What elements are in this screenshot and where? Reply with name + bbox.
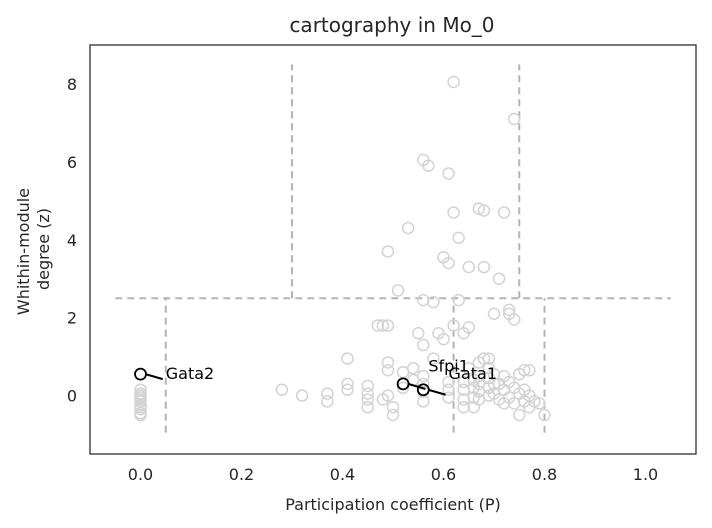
data-point <box>477 260 491 274</box>
data-point <box>462 362 475 375</box>
data-point <box>295 389 309 402</box>
data-point <box>462 321 475 334</box>
data-point <box>447 319 460 332</box>
x-tick-label: 0.2 <box>229 465 254 484</box>
y-axis-label-line2: degree (z) <box>34 208 53 290</box>
data-point <box>437 332 450 346</box>
highlight-leader-gata1 <box>428 388 446 396</box>
data-point <box>442 375 455 389</box>
data-point <box>417 293 430 307</box>
data-point <box>376 319 390 332</box>
data-point <box>442 383 455 396</box>
data-point <box>442 391 455 404</box>
data-point <box>533 397 546 410</box>
data-point <box>452 231 465 245</box>
data-point <box>371 319 385 332</box>
data-point <box>401 221 415 235</box>
data-point <box>391 284 405 297</box>
data-point <box>447 75 460 89</box>
chart-title: cartography in Mo_0 <box>289 13 494 37</box>
data-point <box>492 272 506 285</box>
data-point <box>386 401 400 414</box>
x-axis-label: Participation coefficient (P) <box>285 495 501 514</box>
data-point <box>406 362 420 375</box>
x-tick-label: 0.0 <box>128 465 153 484</box>
data-point <box>321 387 334 400</box>
y-tick-label: 4 <box>67 231 77 250</box>
x-tick-label: 0.6 <box>431 465 456 484</box>
data-point <box>442 167 455 180</box>
data-point <box>427 295 440 309</box>
data-point <box>361 379 374 393</box>
data-point <box>417 369 430 383</box>
data-point <box>518 364 531 377</box>
data-point <box>361 387 374 400</box>
data-point <box>381 245 395 258</box>
data-point <box>477 352 491 365</box>
y-tick-label: 0 <box>67 387 77 406</box>
data-point <box>381 319 395 332</box>
highlight-leader-sfpi1 <box>407 382 426 390</box>
data-point <box>396 365 410 379</box>
data-point <box>447 206 460 219</box>
data-point <box>422 159 435 173</box>
plot-frame <box>89 44 697 455</box>
y-axis-label-line1: Whithin-module <box>14 188 33 315</box>
data-point <box>487 307 501 321</box>
data-point <box>134 393 147 406</box>
highlight-label-gata1: Gata1 <box>449 364 497 383</box>
data-point <box>386 408 400 422</box>
highlight-leader-gata2 <box>145 373 164 381</box>
data-point <box>361 393 374 406</box>
x-tick-label: 0.8 <box>532 465 557 484</box>
highlight-label-gata2: Gata2 <box>166 364 214 383</box>
highlight-label-sfpi1: Sfpi1 <box>428 356 469 375</box>
data-point <box>507 313 521 326</box>
y-tick-label: 8 <box>67 75 77 94</box>
data-point <box>452 293 465 307</box>
data-point <box>417 338 430 352</box>
data-point <box>427 352 440 365</box>
data-point <box>134 383 147 396</box>
data-point <box>417 377 430 391</box>
data-point <box>341 352 354 365</box>
data-point <box>477 204 491 217</box>
data-point <box>538 408 551 422</box>
data-point <box>412 326 425 340</box>
y-axis-label: Whithin-module degree (z) <box>14 183 53 315</box>
data-point <box>442 256 455 270</box>
data-point <box>482 352 496 365</box>
x-axis-ticks: 0.0 0.2 0.4 0.6 0.8 1.0 <box>128 465 658 484</box>
data-point <box>487 377 501 391</box>
data-point <box>361 401 374 414</box>
data-point <box>321 395 334 408</box>
x-tick-label: 1.0 <box>633 465 658 484</box>
data-point <box>381 389 395 402</box>
y-tick-label: 2 <box>67 309 77 328</box>
data-point <box>275 383 289 396</box>
data-point <box>507 112 521 126</box>
data-point <box>134 389 147 402</box>
y-tick-label: 6 <box>67 153 77 172</box>
data-point <box>502 303 516 317</box>
data-point <box>513 408 526 422</box>
data-point <box>381 364 395 377</box>
y-axis-ticks: 0 2 4 6 8 <box>67 75 77 406</box>
data-point <box>341 377 354 391</box>
highlight-point-gata2 <box>134 367 147 381</box>
data-points <box>134 75 551 422</box>
x-tick-label: 0.4 <box>330 465 355 484</box>
data-point <box>462 260 475 274</box>
data-point <box>396 381 410 395</box>
data-point <box>523 364 536 377</box>
data-point <box>457 401 470 414</box>
data-point <box>341 383 354 396</box>
data-point <box>134 408 147 422</box>
data-point <box>381 356 395 369</box>
data-point <box>497 206 511 219</box>
